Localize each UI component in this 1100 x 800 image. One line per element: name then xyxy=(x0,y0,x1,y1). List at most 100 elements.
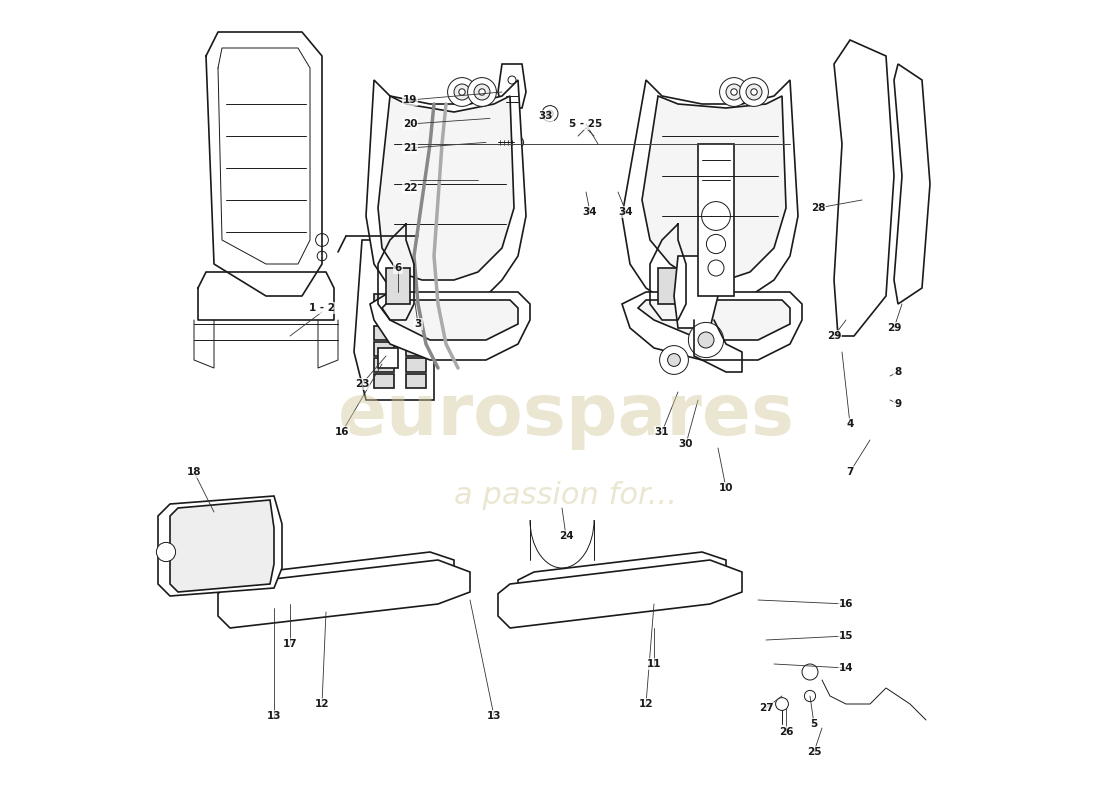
Polygon shape xyxy=(638,300,790,340)
Polygon shape xyxy=(370,292,530,360)
Text: 31: 31 xyxy=(654,427,669,437)
Circle shape xyxy=(730,89,737,95)
Circle shape xyxy=(516,140,520,145)
Circle shape xyxy=(478,172,494,188)
Circle shape xyxy=(547,110,553,117)
Polygon shape xyxy=(498,560,742,628)
Circle shape xyxy=(719,78,748,106)
Circle shape xyxy=(698,332,714,348)
Text: 28: 28 xyxy=(811,203,825,213)
Polygon shape xyxy=(374,294,394,308)
Circle shape xyxy=(542,106,558,122)
Text: 3: 3 xyxy=(415,319,421,329)
Polygon shape xyxy=(518,552,726,608)
Text: 4: 4 xyxy=(846,419,854,429)
Polygon shape xyxy=(406,294,426,308)
Circle shape xyxy=(708,260,724,276)
Polygon shape xyxy=(621,80,797,304)
Text: 25: 25 xyxy=(806,747,822,757)
Polygon shape xyxy=(218,560,470,628)
Circle shape xyxy=(508,76,516,84)
Text: 9: 9 xyxy=(894,399,902,409)
Polygon shape xyxy=(246,552,454,608)
Text: 8: 8 xyxy=(894,367,902,377)
Polygon shape xyxy=(834,40,894,336)
Circle shape xyxy=(668,354,681,366)
Circle shape xyxy=(776,698,789,710)
Circle shape xyxy=(739,78,769,106)
Text: 13: 13 xyxy=(266,711,282,721)
Circle shape xyxy=(317,251,327,261)
Circle shape xyxy=(491,115,497,122)
Polygon shape xyxy=(374,358,394,372)
Polygon shape xyxy=(374,374,394,388)
Text: 19: 19 xyxy=(403,95,417,105)
Polygon shape xyxy=(406,374,426,388)
Text: 16: 16 xyxy=(838,599,854,609)
Text: 13: 13 xyxy=(486,711,502,721)
Circle shape xyxy=(706,234,726,254)
Polygon shape xyxy=(366,80,526,304)
Text: 16: 16 xyxy=(334,427,350,437)
Text: 34: 34 xyxy=(583,207,597,217)
Text: 24: 24 xyxy=(559,531,573,541)
Polygon shape xyxy=(378,348,398,368)
Polygon shape xyxy=(170,500,274,592)
Circle shape xyxy=(379,238,393,250)
Polygon shape xyxy=(378,96,514,280)
Text: 11: 11 xyxy=(647,659,661,669)
Circle shape xyxy=(726,84,742,100)
Circle shape xyxy=(746,84,762,100)
Circle shape xyxy=(660,346,689,374)
Circle shape xyxy=(156,542,176,562)
Text: 17: 17 xyxy=(283,639,297,649)
Text: 14: 14 xyxy=(838,663,854,673)
Circle shape xyxy=(459,89,465,95)
Text: 15: 15 xyxy=(838,631,854,641)
Text: 33: 33 xyxy=(539,111,553,121)
Circle shape xyxy=(478,89,485,95)
Text: 7: 7 xyxy=(846,467,854,477)
Polygon shape xyxy=(698,144,734,296)
Circle shape xyxy=(448,78,476,106)
Text: 12: 12 xyxy=(639,699,653,709)
Text: 30: 30 xyxy=(679,439,693,449)
Text: 5: 5 xyxy=(811,719,817,729)
Circle shape xyxy=(486,110,502,126)
Text: 22: 22 xyxy=(403,183,417,193)
Text: 20: 20 xyxy=(403,119,417,129)
Polygon shape xyxy=(382,300,518,340)
Circle shape xyxy=(802,664,818,680)
Text: 12: 12 xyxy=(315,699,329,709)
Polygon shape xyxy=(374,342,394,356)
Polygon shape xyxy=(406,342,426,356)
Circle shape xyxy=(804,690,815,702)
Circle shape xyxy=(468,78,496,106)
Text: 26: 26 xyxy=(779,727,793,737)
Polygon shape xyxy=(894,64,930,304)
Polygon shape xyxy=(406,358,426,372)
Text: 6: 6 xyxy=(395,263,402,273)
Polygon shape xyxy=(658,268,682,304)
Text: 29: 29 xyxy=(887,323,901,333)
Polygon shape xyxy=(354,240,434,400)
Text: eurospares: eurospares xyxy=(338,382,794,450)
Text: a passion for...: a passion for... xyxy=(454,482,678,510)
Circle shape xyxy=(513,137,524,148)
Circle shape xyxy=(689,322,724,358)
Text: 27: 27 xyxy=(759,703,773,713)
Circle shape xyxy=(751,89,757,95)
Text: 21: 21 xyxy=(403,143,417,153)
Text: 18: 18 xyxy=(187,467,201,477)
Polygon shape xyxy=(621,292,802,360)
Circle shape xyxy=(454,84,470,100)
Polygon shape xyxy=(674,256,718,328)
Text: 34: 34 xyxy=(618,207,634,217)
Polygon shape xyxy=(386,268,410,304)
Polygon shape xyxy=(158,496,282,596)
Text: 5 - 25: 5 - 25 xyxy=(570,119,603,129)
Polygon shape xyxy=(406,326,426,340)
Polygon shape xyxy=(486,140,498,146)
Polygon shape xyxy=(374,326,394,340)
Polygon shape xyxy=(498,64,526,108)
